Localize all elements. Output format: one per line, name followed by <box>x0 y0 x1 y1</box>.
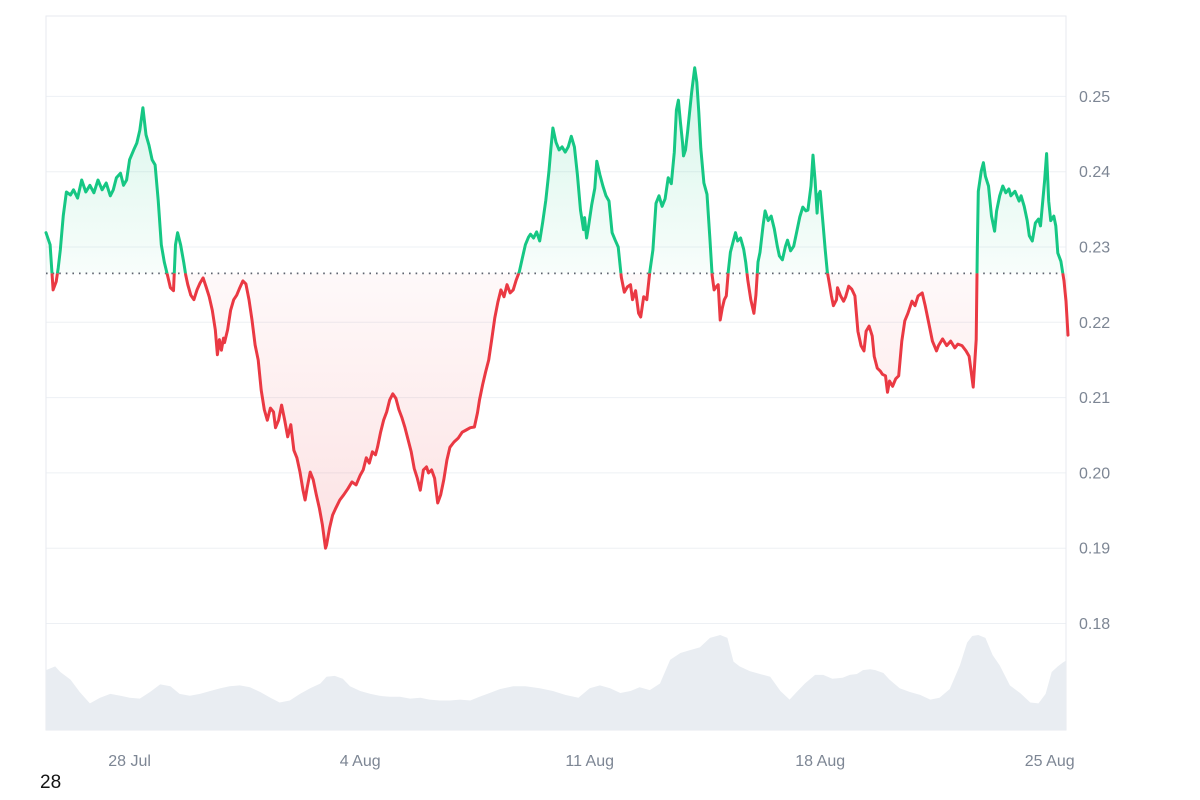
y-axis-tick-label: 0.24 <box>1079 164 1110 181</box>
price-line-up <box>44 66 1065 274</box>
x-axis-tick-label: 18 Aug <box>795 753 845 770</box>
y-axis-tick-label: 0.25 <box>1079 89 1110 106</box>
volume-area <box>46 635 1066 730</box>
y-axis-tick-label: 0.19 <box>1079 541 1110 558</box>
x-axis-tick-label: 25 Aug <box>1025 753 1075 770</box>
y-axis-tick-label: 0.18 <box>1079 616 1110 633</box>
price-line-down <box>50 273 1070 550</box>
plot-border <box>45 15 1067 731</box>
stray-page-text: 28 <box>40 772 62 793</box>
x-axis-tick-label: 28 Jul <box>108 753 151 770</box>
y-axis-tick-label: 0.21 <box>1079 390 1110 407</box>
y-axis-tick-label: 0.23 <box>1079 240 1110 257</box>
x-axis-tick-label: 11 Aug <box>565 753 614 770</box>
y-axis-tick-label: 0.22 <box>1079 315 1110 332</box>
y-axis-tick-label: 0.20 <box>1079 465 1110 482</box>
price-area-above-baseline <box>46 67 1063 274</box>
x-axis-tick-label: 4 Aug <box>340 753 381 770</box>
